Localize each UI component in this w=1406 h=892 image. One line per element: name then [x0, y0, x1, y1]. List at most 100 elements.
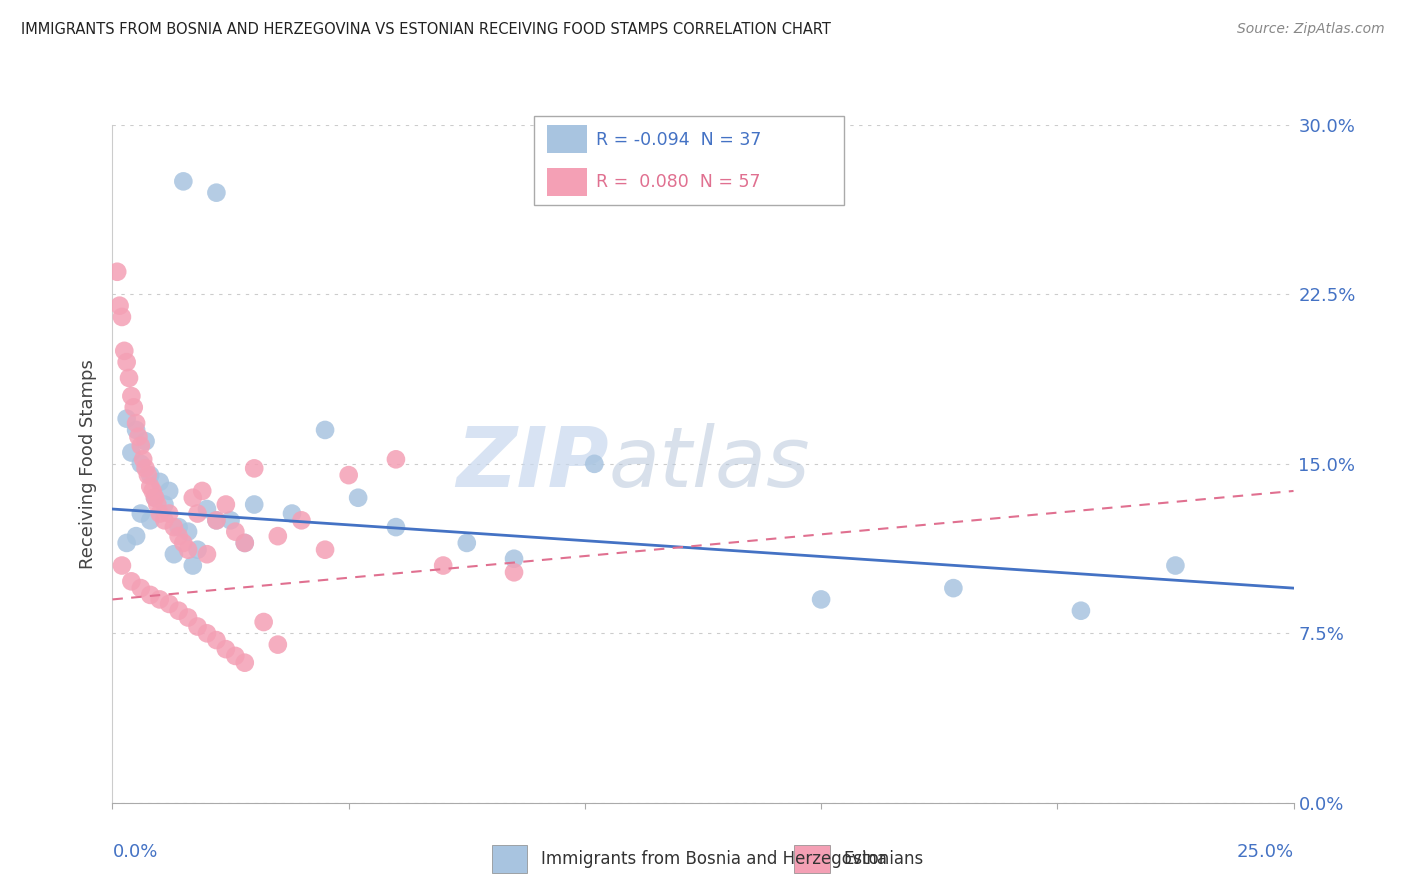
FancyBboxPatch shape [534, 116, 844, 205]
Point [314, 423, 336, 437]
Point [810, 592, 832, 607]
Point [125, 416, 148, 430]
Point [177, 610, 200, 624]
Point [195, 626, 218, 640]
Point [503, 551, 526, 566]
Point [157, 597, 180, 611]
Point [195, 547, 218, 561]
Point [146, 498, 169, 512]
Point [314, 542, 336, 557]
Point [1070, 604, 1092, 618]
Point [290, 513, 312, 527]
Point [142, 483, 165, 498]
Point [149, 592, 172, 607]
Point [157, 507, 180, 521]
Point [205, 186, 228, 200]
Point [167, 529, 190, 543]
Point [172, 174, 194, 188]
Point [281, 507, 304, 521]
Point [135, 434, 157, 449]
Point [186, 507, 208, 521]
Point [181, 491, 204, 505]
Point [224, 648, 246, 663]
Point [127, 430, 149, 444]
Point [219, 513, 242, 527]
Text: R =  0.080  N = 57: R = 0.080 N = 57 [596, 173, 761, 191]
Point [503, 566, 526, 580]
Point [132, 452, 155, 467]
Point [108, 299, 131, 313]
Point [177, 542, 200, 557]
Point [186, 542, 208, 557]
Bar [794, 845, 830, 872]
Point [118, 371, 141, 385]
Point [243, 498, 266, 512]
Text: Immigrants from Bosnia and Herzegovina: Immigrants from Bosnia and Herzegovina [541, 849, 887, 868]
Point [205, 513, 228, 527]
Point [135, 461, 157, 475]
Point [120, 445, 142, 459]
Point [253, 615, 276, 629]
Point [115, 536, 138, 550]
Point [243, 461, 266, 475]
Text: Source: ZipAtlas.com: Source: ZipAtlas.com [1237, 22, 1385, 37]
Point [143, 491, 166, 505]
Point [195, 502, 218, 516]
Point [149, 475, 172, 489]
Point [139, 588, 162, 602]
Point [181, 558, 204, 573]
Point [139, 513, 162, 527]
Point [153, 498, 176, 512]
Text: 0.0%: 0.0% [112, 844, 157, 862]
Point [224, 524, 246, 539]
Point [125, 423, 148, 437]
Point [191, 483, 214, 498]
Point [125, 529, 148, 543]
Point [385, 452, 408, 467]
Text: ZIP: ZIP [456, 424, 609, 504]
Text: R = -0.094  N = 37: R = -0.094 N = 37 [596, 131, 762, 149]
Point [205, 513, 228, 527]
Point [233, 656, 256, 670]
Point [177, 524, 200, 539]
Point [205, 633, 228, 648]
Bar [492, 845, 527, 872]
Point [111, 310, 134, 324]
Point [267, 529, 290, 543]
Point [115, 355, 138, 369]
Point [172, 536, 194, 550]
Text: 25.0%: 25.0% [1236, 844, 1294, 862]
Point [456, 536, 478, 550]
Point [120, 389, 142, 403]
Point [129, 439, 152, 453]
Point [122, 401, 145, 415]
Point [112, 343, 135, 358]
Point [233, 536, 256, 550]
Point [215, 642, 238, 657]
Point [157, 483, 180, 498]
Point [143, 491, 166, 505]
Text: IMMIGRANTS FROM BOSNIA AND HERZEGOVINA VS ESTONIAN RECEIVING FOOD STAMPS CORRELA: IMMIGRANTS FROM BOSNIA AND HERZEGOVINA V… [21, 22, 831, 37]
Point [136, 468, 159, 483]
Point [186, 619, 208, 633]
Point [115, 411, 138, 425]
Point [1164, 558, 1187, 573]
Point [139, 468, 162, 483]
Point [583, 457, 606, 471]
Point [167, 604, 190, 618]
Bar [547, 125, 586, 153]
Point [153, 513, 176, 527]
Point [337, 468, 360, 483]
Point [149, 507, 172, 521]
Y-axis label: Receiving Food Stamps: Receiving Food Stamps [79, 359, 97, 569]
Point [347, 491, 370, 505]
Point [129, 457, 152, 471]
Point [215, 498, 238, 512]
Point [111, 558, 134, 573]
Point [163, 547, 186, 561]
Point [129, 507, 152, 521]
Point [120, 574, 142, 589]
Point [129, 581, 152, 595]
Point [233, 536, 256, 550]
Point [163, 520, 186, 534]
